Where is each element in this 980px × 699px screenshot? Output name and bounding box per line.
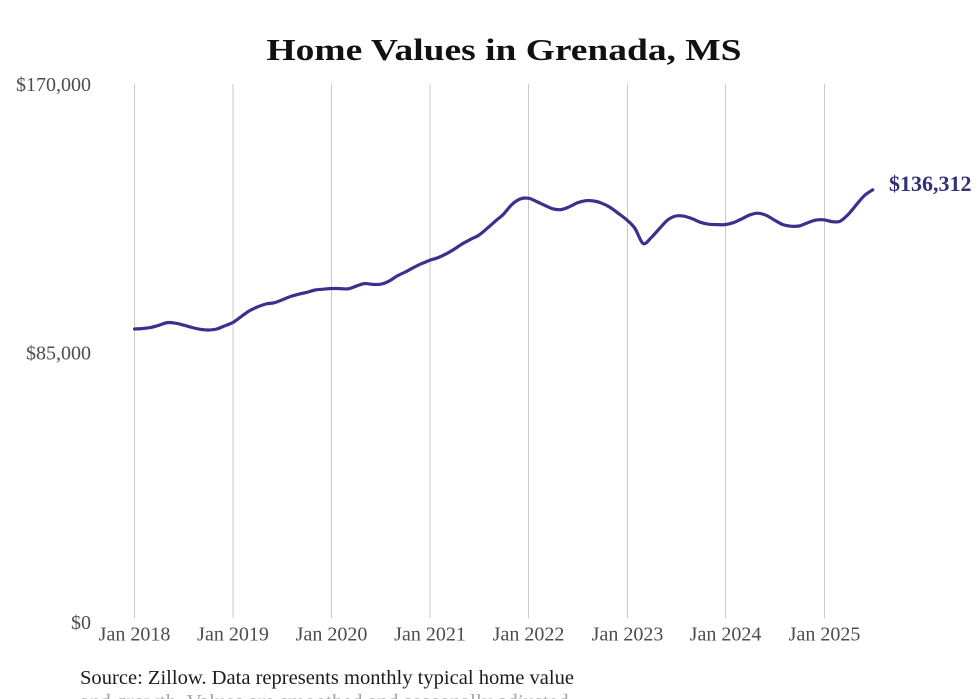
svg-text:Jan 2021: Jan 2021 (394, 624, 466, 646)
svg-text:Jan 2018: Jan 2018 (99, 624, 171, 646)
svg-text:Jan 2024: Jan 2024 (690, 624, 762, 646)
svg-text:Jan 2023: Jan 2023 (592, 624, 664, 646)
svg-text:$136,312: $136,312 (889, 171, 972, 196)
svg-text:$170,000: $170,000 (16, 74, 91, 96)
svg-text:Jan 2022: Jan 2022 (493, 624, 565, 646)
svg-text:Source: Zillow. Data represent: Source: Zillow. Data represents monthly … (80, 667, 574, 689)
svg-text:and growth. Values are smoothe: and growth. Values are smoothed and seas… (80, 691, 574, 699)
svg-text:$85,000: $85,000 (26, 343, 91, 365)
svg-text:$0: $0 (71, 612, 91, 634)
svg-text:Jan 2025: Jan 2025 (789, 624, 861, 646)
svg-text:Jan 2019: Jan 2019 (197, 624, 269, 646)
svg-text:Home Values in Grenada, MS: Home Values in Grenada, MS (267, 32, 742, 67)
svg-text:Jan 2020: Jan 2020 (296, 624, 368, 646)
